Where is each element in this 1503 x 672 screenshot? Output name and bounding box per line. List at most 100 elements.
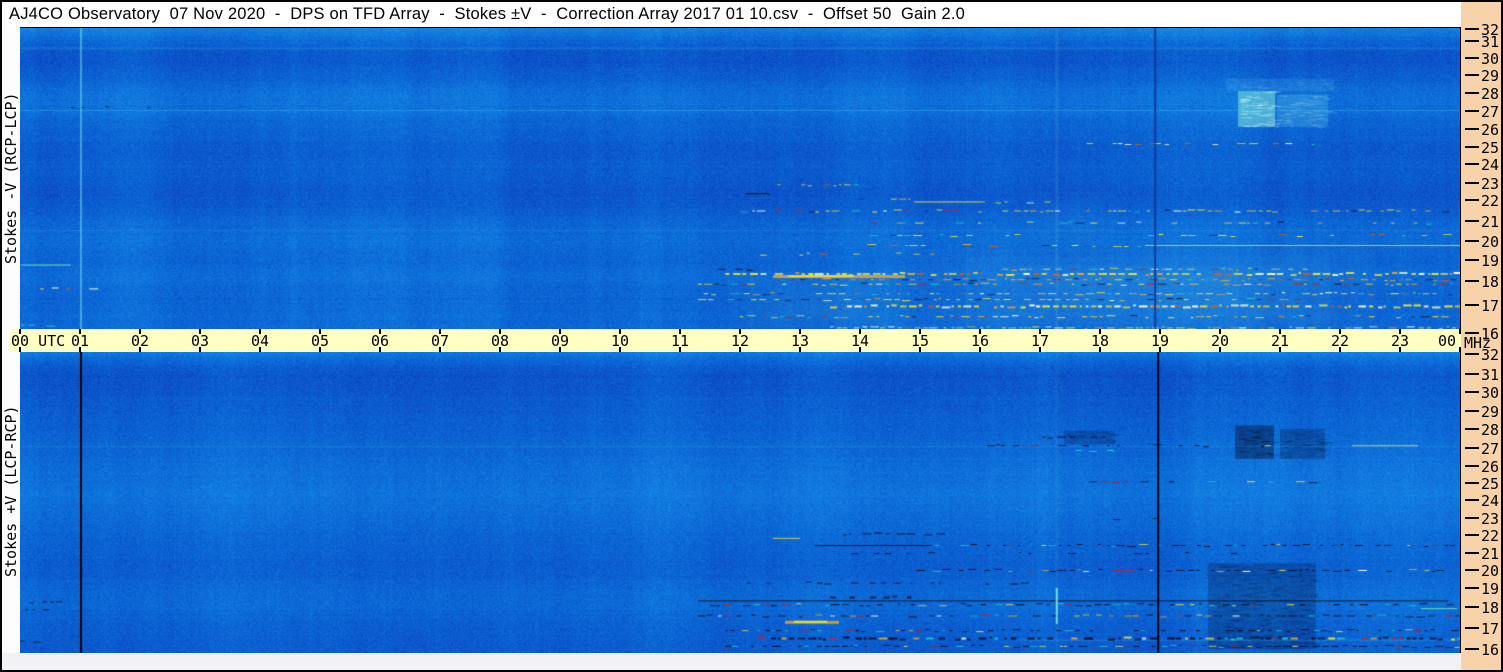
time-axis-left-label: 00 UTC xyxy=(11,332,66,350)
frequency-unit-label: MHz xyxy=(1464,334,1492,352)
hour-label: 11 xyxy=(670,332,690,350)
hour-label: 05 xyxy=(310,332,330,350)
freq-tick-label: 16 xyxy=(1481,641,1500,659)
freq-tick-label: 31 xyxy=(1481,366,1500,385)
freq-tick-label: 30 xyxy=(1481,384,1500,403)
sidebar-top-label-strip: Stokes -V (RCP-LCP) xyxy=(2,27,20,329)
hour-tick xyxy=(19,329,21,334)
hour-tick xyxy=(199,347,201,352)
freq-tick xyxy=(1465,427,1479,430)
time-axis-band: 00 UTC 01 02 03 04 05 06 07 08 09 10 11 12 13 14 15 16 1… xyxy=(10,329,1461,352)
freq-tick xyxy=(1465,606,1479,609)
hour-tick xyxy=(1099,329,1101,334)
hour-tick xyxy=(739,347,741,352)
freq-tick xyxy=(1465,259,1479,262)
title-bar: AJ4CO Observatory 07 Nov 2020 - DPS on T… xyxy=(2,2,1461,27)
hour-tick xyxy=(1279,329,1281,334)
hour-label: 03 xyxy=(190,332,210,350)
hour-tick xyxy=(139,329,141,334)
hour-label: 06 xyxy=(370,332,390,350)
hour-tick xyxy=(379,347,381,352)
freq-tick xyxy=(1465,409,1479,412)
freq-tick xyxy=(1465,568,1479,571)
hour-tick xyxy=(1339,329,1341,334)
hour-tick xyxy=(1459,347,1461,352)
hour-label: 13 xyxy=(790,332,810,350)
freq-tick-label: 19 xyxy=(1481,579,1500,598)
sidebar-bottom-label-strip: Stokes +V (LCP-RCP) xyxy=(2,329,20,670)
freq-tick-label: 24 xyxy=(1481,492,1500,511)
hour-tick xyxy=(79,347,81,352)
freq-tick xyxy=(1465,28,1479,30)
freq-tick-label: 26 xyxy=(1481,458,1500,477)
hour-tick xyxy=(739,329,741,334)
hour-label: 20 xyxy=(1210,332,1230,350)
freq-tick xyxy=(1465,219,1479,222)
freq-tick xyxy=(1465,39,1479,42)
hour-tick xyxy=(1219,329,1221,334)
freq-tick-label: 32 xyxy=(1481,346,1500,364)
freq-tick-label: 21 xyxy=(1481,212,1500,231)
freq-tick xyxy=(1465,447,1479,450)
freq-tick-label: 26 xyxy=(1481,120,1500,139)
freq-tick xyxy=(1465,465,1479,468)
freq-tick xyxy=(1465,332,1479,334)
hour-label: 15 xyxy=(910,332,930,350)
hour-tick xyxy=(979,347,981,352)
hour-label: 16 xyxy=(970,332,990,350)
hour-tick xyxy=(619,329,621,334)
hour-tick xyxy=(439,347,441,352)
freq-tick xyxy=(1465,56,1479,59)
freq-tick-label: 32 xyxy=(1481,21,1500,39)
freq-tick-label: 28 xyxy=(1481,420,1500,439)
hour-tick xyxy=(919,329,921,334)
hour-tick xyxy=(1279,347,1281,352)
hour-label: 18 xyxy=(1090,332,1110,350)
freq-tick-label: 17 xyxy=(1481,297,1500,316)
freq-tick-label: 23 xyxy=(1481,510,1500,529)
freq-tick xyxy=(1465,499,1479,502)
hour-label: 10 xyxy=(610,332,630,350)
hour-tick xyxy=(379,329,381,334)
freq-tick-label: 19 xyxy=(1481,252,1500,271)
freq-tick-label: 25 xyxy=(1481,138,1500,157)
freq-tick xyxy=(1465,280,1479,283)
hour-tick xyxy=(439,329,441,334)
hour-tick xyxy=(859,347,861,352)
freq-tick-label: 22 xyxy=(1481,192,1500,211)
hour-tick xyxy=(799,347,801,352)
hour-tick xyxy=(1399,329,1401,334)
hour-tick xyxy=(559,347,561,352)
hour-tick xyxy=(1099,347,1101,352)
hour-tick xyxy=(559,329,561,334)
freq-tick xyxy=(1465,199,1479,202)
freq-tick-label: 25 xyxy=(1481,474,1500,493)
hour-label: 19 xyxy=(1150,332,1170,350)
hour-tick xyxy=(319,329,321,334)
hour-label: 17 xyxy=(1030,332,1050,350)
hour-label: 23 xyxy=(1390,332,1410,350)
freq-tick xyxy=(1465,240,1479,243)
freq-tick-label: 29 xyxy=(1481,402,1500,421)
freq-tick xyxy=(1465,91,1479,94)
hour-tick xyxy=(859,329,861,334)
freq-tick-label: 24 xyxy=(1481,155,1500,174)
hour-tick xyxy=(679,329,681,334)
hour-label: 08 xyxy=(490,332,510,350)
freq-tick-label: 27 xyxy=(1481,440,1500,459)
hour-label: 12 xyxy=(730,332,750,350)
freq-tick-label: 27 xyxy=(1481,102,1500,121)
freq-tick-label: 31 xyxy=(1481,32,1500,51)
hour-tick xyxy=(319,347,321,352)
freq-tick xyxy=(1465,534,1479,537)
page-title: AJ4CO Observatory 07 Nov 2020 - DPS on T… xyxy=(9,5,966,23)
freq-tick xyxy=(1465,552,1479,555)
hour-tick xyxy=(259,347,261,352)
hour-tick xyxy=(499,347,501,352)
hour-label-right: 00 xyxy=(1437,332,1457,350)
freq-tick-label: 18 xyxy=(1481,599,1500,618)
freq-tick xyxy=(1465,481,1479,484)
freq-tick xyxy=(1465,517,1479,520)
hour-tick xyxy=(1039,347,1041,352)
